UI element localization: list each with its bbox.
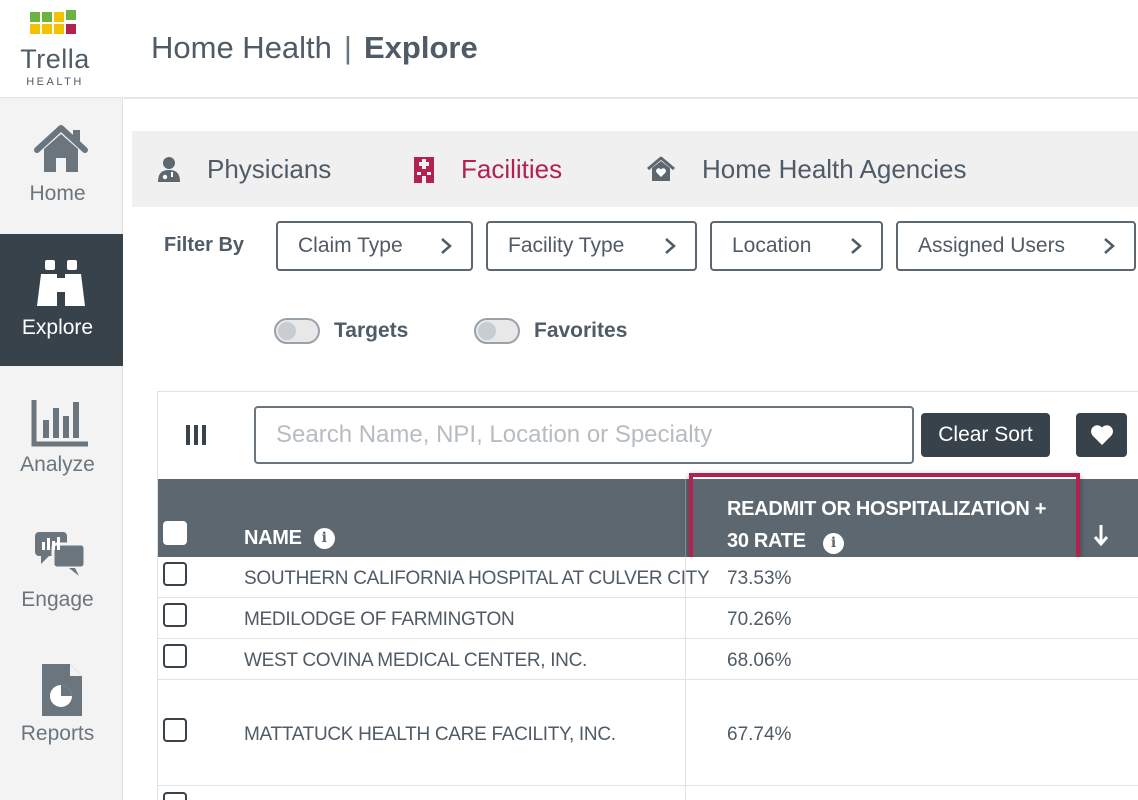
- favorites-toggle[interactable]: Favorites: [474, 318, 627, 344]
- sidebar-item-explore[interactable]: Explore: [0, 234, 123, 366]
- chevron-right-icon: [441, 238, 452, 254]
- chevron-right-icon: [665, 238, 676, 254]
- toggle-switch[interactable]: [274, 318, 320, 344]
- toggle-knob: [478, 322, 496, 340]
- tab-label: Facilities: [461, 153, 563, 184]
- sidebar-item-reports[interactable]: Reports: [0, 636, 123, 768]
- info-icon[interactable]: i: [822, 533, 844, 554]
- filter-button-label: Assigned Users: [918, 234, 1066, 257]
- filter-by-label: Filter By: [164, 234, 245, 256]
- table-row[interactable]: [158, 786, 1138, 800]
- name-column-header[interactable]: NAME i: [244, 527, 335, 550]
- row-checkbox[interactable]: [163, 603, 187, 627]
- select-all-checkbox[interactable]: [163, 521, 187, 545]
- hospital-icon: [414, 157, 434, 183]
- claim-type-filter-button[interactable]: Claim Type: [276, 221, 473, 271]
- facility-type-filter-button[interactable]: Facility Type: [486, 221, 697, 271]
- logo-subtitle: HEALTH: [26, 76, 84, 88]
- breadcrumb-separator: |: [343, 30, 352, 65]
- physician-icon: [158, 157, 180, 182]
- facility-name[interactable]: MATTATUCK HEALTH CARE FACILITY, INC.: [244, 724, 616, 745]
- logo-name: Trella: [20, 44, 90, 74]
- search-input[interactable]: [254, 406, 914, 464]
- favorites-button[interactable]: [1076, 413, 1127, 457]
- breadcrumb-section: Home Health: [151, 30, 332, 65]
- column-divider: [685, 479, 686, 557]
- column-title: READMIT OR HOSPITALIZATION + 30 RATE: [727, 498, 1047, 552]
- arrow-down-icon[interactable]: [1091, 523, 1111, 547]
- chat-icon: [35, 532, 87, 576]
- chevron-right-icon: [1104, 238, 1115, 254]
- facility-name[interactable]: SOUTHERN CALIFORNIA HOSPITAL AT CULVER C…: [244, 568, 710, 589]
- sidebar: Trella HEALTH Home Explore Analyze: [0, 0, 123, 800]
- tab-physicians[interactable]: Physicians: [157, 131, 331, 207]
- tab-label: Physicians: [207, 153, 332, 184]
- readmit-rate: 70.26%: [727, 609, 792, 630]
- column-divider: [685, 680, 686, 785]
- sidebar-item-label: Explore: [21, 316, 94, 339]
- facility-name[interactable]: MEDILODGE OF FARMINGTON: [244, 609, 515, 630]
- info-icon[interactable]: i: [313, 528, 335, 549]
- breadcrumb-page: Explore: [363, 30, 478, 65]
- facility-name[interactable]: WEST COVINA MEDICAL CENTER, INC.: [244, 650, 588, 671]
- filter-button-label: Claim Type: [298, 234, 403, 257]
- toggle-switch[interactable]: [474, 318, 520, 344]
- home-icon: [34, 125, 88, 172]
- chevron-right-icon: [851, 238, 862, 254]
- toggle-knob: [278, 322, 296, 340]
- readmit-rate-column-header[interactable]: READMIT OR HOSPITALIZATION + 30 RATE i: [727, 493, 1067, 557]
- sidebar-item-label: Reports: [20, 722, 95, 745]
- table-row[interactable]: MATTATUCK HEALTH CARE FACILITY, INC. 67.…: [158, 680, 1138, 786]
- sidebar-item-label: Engage: [21, 588, 94, 611]
- column-divider: [685, 557, 686, 597]
- logo[interactable]: Trella HEALTH: [0, 0, 123, 98]
- row-checkbox[interactable]: [163, 562, 187, 586]
- logo-mark: [30, 10, 82, 40]
- binoculars-icon: [37, 260, 85, 306]
- assigned-users-filter-button[interactable]: Assigned Users: [896, 221, 1136, 271]
- sidebar-item-label: Analyze: [20, 453, 95, 476]
- readmit-rate: 68.06%: [727, 650, 792, 671]
- row-checkbox[interactable]: [163, 792, 187, 800]
- sidebar-item-home[interactable]: Home: [0, 100, 123, 232]
- targets-toggle[interactable]: Targets: [274, 318, 408, 344]
- clear-sort-button[interactable]: Clear Sort: [921, 413, 1050, 457]
- report-icon: [42, 664, 82, 716]
- row-checkbox[interactable]: [163, 718, 187, 742]
- heart-icon: [1090, 425, 1113, 445]
- column-divider: [685, 786, 686, 800]
- column-highlight: [689, 473, 1080, 561]
- home-heart-icon: [647, 156, 675, 181]
- readmit-rate: 73.53%: [727, 568, 792, 589]
- bar-chart-icon: [31, 400, 88, 447]
- tab-facilities[interactable]: Facilities: [413, 131, 562, 207]
- filter-button-label: Facility Type: [508, 234, 625, 257]
- table-row[interactable]: WEST COVINA MEDICAL CENTER, INC. 68.06%: [158, 639, 1138, 680]
- tab-label: Home Health Agencies: [702, 153, 967, 184]
- entity-tabs: Physicians Facilities Home Health Agenci…: [132, 131, 1138, 207]
- location-filter-button[interactable]: Location: [710, 221, 883, 271]
- table-row[interactable]: SOUTHERN CALIFORNIA HOSPITAL AT CULVER C…: [158, 557, 1138, 598]
- column-title: NAME: [244, 527, 302, 549]
- columns-icon[interactable]: [185, 424, 207, 446]
- column-divider: [685, 598, 686, 638]
- table-row[interactable]: MEDILODGE OF FARMINGTON 70.26%: [158, 598, 1138, 639]
- tab-home-health-agencies[interactable]: Home Health Agencies: [646, 131, 966, 207]
- toggle-label: Favorites: [534, 319, 628, 342]
- sidebar-item-engage[interactable]: Engage: [0, 502, 123, 634]
- toggle-label: Targets: [334, 319, 409, 342]
- row-checkbox[interactable]: [163, 644, 187, 668]
- readmit-rate: 67.74%: [727, 724, 792, 745]
- sidebar-item-label: Home: [29, 182, 86, 205]
- page-title: Home Health | Explore: [151, 30, 478, 66]
- sidebar-item-analyze[interactable]: Analyze: [0, 368, 123, 500]
- page-header: Home Health | Explore: [124, 0, 1138, 99]
- filter-button-label: Location: [732, 234, 812, 257]
- column-divider: [685, 639, 686, 679]
